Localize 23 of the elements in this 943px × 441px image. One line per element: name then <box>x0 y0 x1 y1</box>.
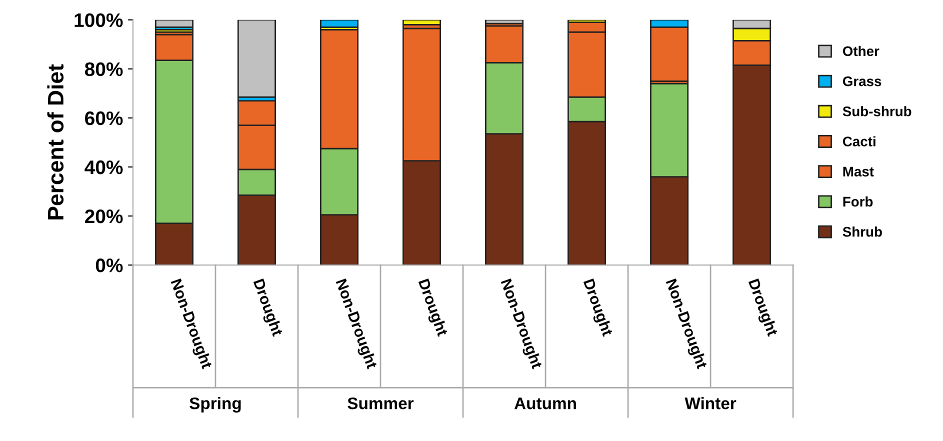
bar <box>485 20 524 24</box>
legend-label: Cacti <box>842 136 876 146</box>
y-tick-label: 100% <box>74 13 123 28</box>
legend-label: Shrub <box>842 226 882 237</box>
y-tick-label: 60% <box>85 111 123 126</box>
text: Summer <box>348 397 414 410</box>
y-tick-label: 20% <box>85 209 123 224</box>
y-tick-label: 40% <box>84 160 123 174</box>
legend-label: Forb <box>843 196 873 207</box>
bar <box>237 20 276 98</box>
text: Autumn <box>514 398 576 410</box>
bar <box>154 20 194 28</box>
bar <box>320 20 359 28</box>
legend-label: Mast <box>843 166 874 177</box>
y-tick-label: 0% <box>96 258 123 272</box>
legend-label: Grass <box>842 76 882 86</box>
y-axis-title: Percent of Diet <box>47 64 64 220</box>
legend-label: Sub-shrub <box>842 106 912 116</box>
bar <box>402 20 442 26</box>
legend-label: Other <box>842 46 880 56</box>
y-tick-label: 80% <box>84 62 123 76</box>
text: Spring <box>190 397 241 413</box>
text: Winter <box>684 397 736 410</box>
